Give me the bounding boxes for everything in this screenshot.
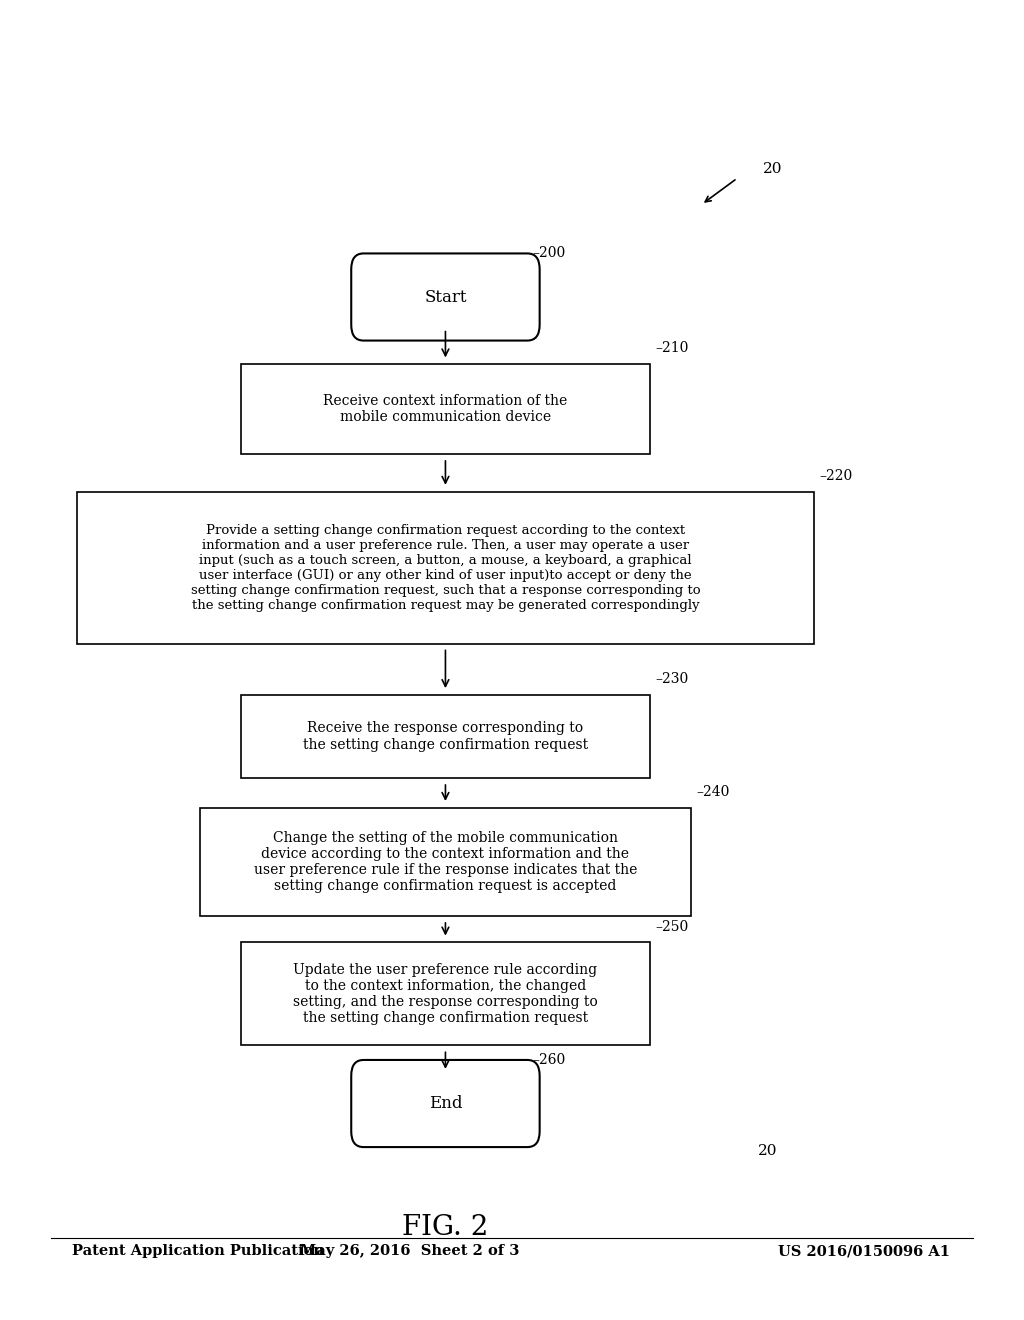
Text: May 26, 2016  Sheet 2 of 3: May 26, 2016 Sheet 2 of 3 [300, 1245, 519, 1258]
Text: Receive the response corresponding to
the setting change confirmation request: Receive the response corresponding to th… [303, 722, 588, 751]
Text: Start: Start [424, 289, 467, 305]
Text: FIG. 2: FIG. 2 [402, 1214, 488, 1241]
Text: –220: –220 [819, 469, 852, 483]
Bar [77, 492, 814, 644]
Text: –210: –210 [655, 342, 689, 355]
Text: US 2016/0150096 A1: US 2016/0150096 A1 [778, 1245, 950, 1258]
Text: –200: –200 [532, 247, 565, 260]
Text: End: End [429, 1096, 462, 1111]
Text: –260: –260 [532, 1053, 565, 1067]
Bar [241, 364, 650, 454]
Text: Change the setting of the mobile communication
device according to the context i: Change the setting of the mobile communi… [254, 830, 637, 894]
Text: 20: 20 [758, 1144, 777, 1158]
Text: Patent Application Publication: Patent Application Publication [72, 1245, 324, 1258]
Bar [241, 942, 650, 1045]
Text: –230: –230 [655, 672, 688, 686]
Text: 20: 20 [763, 162, 782, 176]
Text: –240: –240 [696, 785, 730, 799]
Text: Provide a setting change confirmation request according to the context
informati: Provide a setting change confirmation re… [190, 524, 700, 611]
FancyBboxPatch shape [351, 1060, 540, 1147]
Text: Update the user preference rule according
to the context information, the change: Update the user preference rule accordin… [293, 962, 598, 1026]
Text: –250: –250 [655, 920, 688, 933]
Bar [200, 808, 691, 916]
FancyBboxPatch shape [351, 253, 540, 341]
Text: Receive context information of the
mobile communication device: Receive context information of the mobil… [324, 395, 567, 424]
Bar [241, 696, 650, 779]
